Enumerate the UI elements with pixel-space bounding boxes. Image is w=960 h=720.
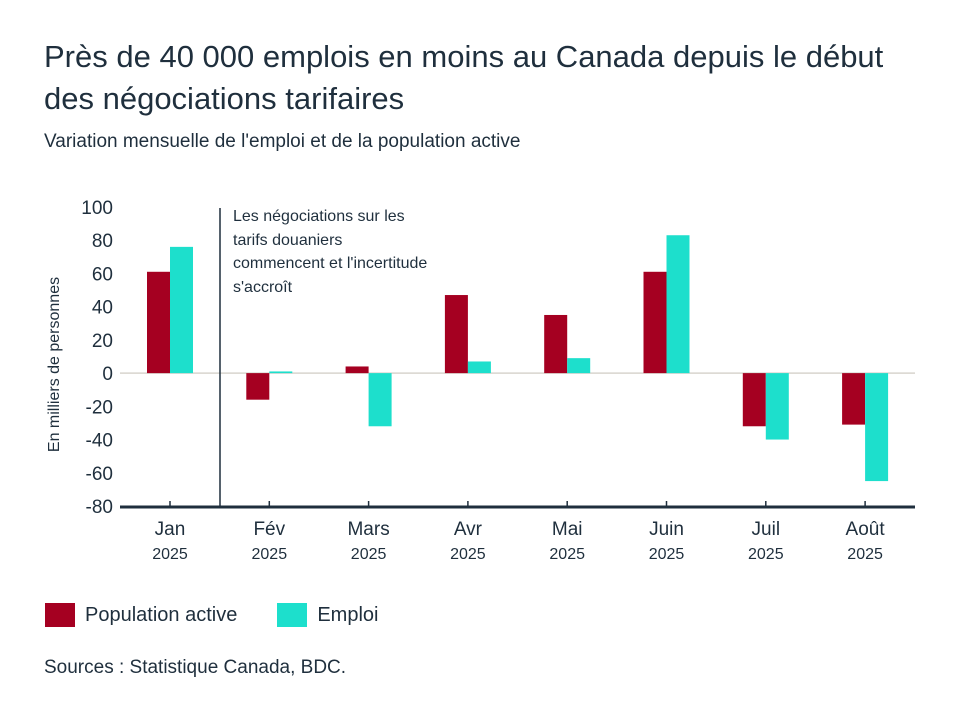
bar-emploi-fév (269, 371, 293, 374)
legend-label-population: Population active (85, 603, 238, 626)
legend-item-emploi: Emploi (277, 603, 378, 627)
x-tick-year: 2025 (351, 546, 387, 563)
x-tick-label: Jan (155, 519, 186, 540)
y-tick-label: 0 (102, 364, 113, 385)
bar-population-avr (444, 295, 468, 374)
x-tick-year: 2025 (252, 546, 288, 563)
y-axis-label: En milliers de personnes (46, 277, 63, 452)
legend-item-population: Population active (45, 603, 237, 627)
bar-population-juil (742, 373, 766, 427)
bar-emploi-mai (567, 358, 591, 374)
legend: Population active Emploi (45, 603, 378, 627)
annotation-text: Les négociations sur les tarifs douanier… (233, 208, 428, 296)
x-tick-label: Août (846, 519, 886, 540)
bar-emploi-juin (666, 235, 690, 374)
x-tick-label: Juil (752, 519, 781, 540)
legend-swatch-population (45, 603, 75, 627)
y-tick-label: 60 (92, 264, 113, 285)
bar-emploi-jan (170, 246, 193, 374)
chart-title: Près de 40 000 emplois en moins au Canad… (44, 39, 884, 116)
x-tick-year: 2025 (549, 546, 585, 563)
y-tick-label: 20 (92, 331, 113, 352)
y-tick-label: -80 (86, 497, 113, 518)
bar-population-fév (246, 373, 270, 400)
legend-label-emploi: Emploi (317, 603, 379, 626)
x-tick-label: Fév (253, 519, 285, 540)
y-tick-label: -60 (86, 464, 113, 485)
bar-population-jan (147, 271, 170, 374)
bar-emploi-août (865, 373, 889, 482)
x-tick-year: 2025 (649, 546, 685, 563)
bar-population-mars (345, 366, 369, 374)
chart-subtitle: Variation mensuelle de l'emploi et de la… (44, 131, 521, 152)
legend-swatch-emploi (277, 603, 308, 627)
x-tick-label: Mars (347, 519, 389, 540)
x-tick-label: Avr (454, 519, 483, 540)
bar-population-juin (643, 271, 667, 374)
bar-emploi-juil (765, 373, 789, 440)
bar-emploi-mars (368, 373, 392, 427)
bar-population-août (842, 373, 866, 425)
x-tick-label: Mai (552, 519, 583, 540)
x-tick-year: 2025 (152, 546, 188, 563)
x-tick-year: 2025 (450, 546, 486, 563)
y-tick-label: -20 (86, 397, 113, 418)
bar-emploi-avr (467, 361, 491, 374)
y-tick-label: 80 (92, 231, 113, 252)
x-tick-label: Juin (649, 519, 684, 540)
x-tick-year: 2025 (847, 546, 883, 563)
y-tick-label: 100 (81, 198, 113, 219)
y-tick-label: -40 (86, 431, 113, 452)
x-tick-year: 2025 (748, 546, 784, 563)
source-note: Sources : Statistique Canada, BDC. (44, 657, 347, 678)
y-tick-label: 40 (92, 298, 113, 319)
bar-population-mai (544, 314, 568, 374)
